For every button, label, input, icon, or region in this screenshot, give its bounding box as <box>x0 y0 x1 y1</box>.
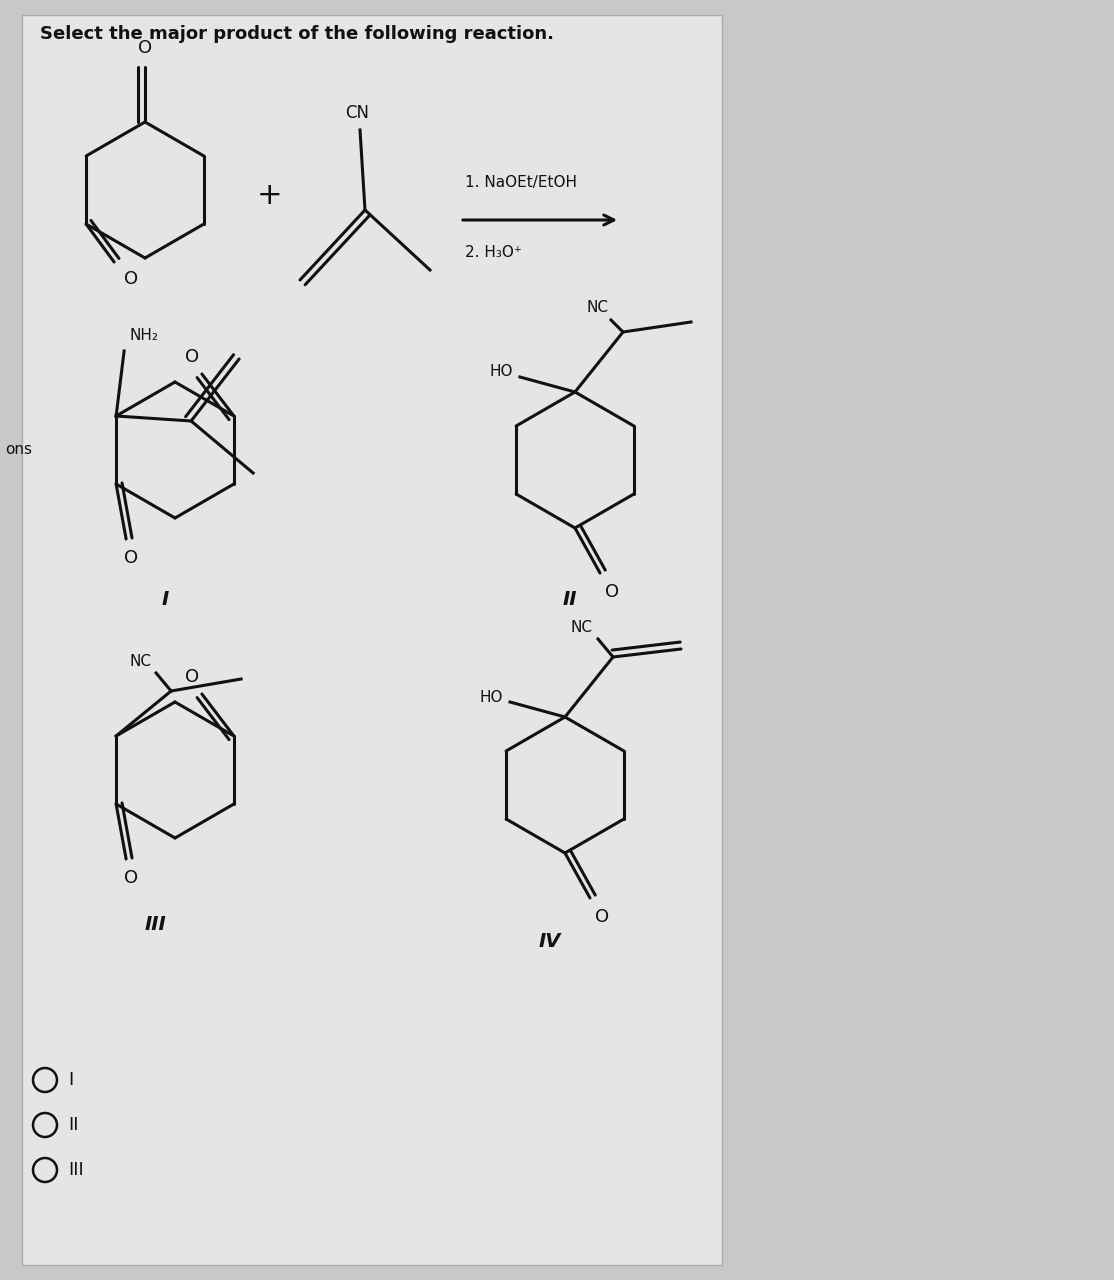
Text: O: O <box>124 869 138 887</box>
Text: O: O <box>595 908 609 925</box>
FancyBboxPatch shape <box>22 15 722 1265</box>
Text: NC: NC <box>129 654 152 669</box>
Text: HO: HO <box>479 690 504 704</box>
Text: O: O <box>124 549 138 567</box>
Text: Select the major product of the following reaction.: Select the major product of the followin… <box>40 26 554 44</box>
Text: O: O <box>185 668 199 686</box>
Text: ons: ons <box>4 443 32 457</box>
Text: NC: NC <box>571 620 593 635</box>
Text: 1. NaOEt/EtOH: 1. NaOEt/EtOH <box>465 175 577 189</box>
Text: I: I <box>68 1071 74 1089</box>
Text: O: O <box>605 582 619 602</box>
Text: IV: IV <box>539 932 561 951</box>
Text: O: O <box>138 38 153 58</box>
Text: II: II <box>68 1116 78 1134</box>
Text: O: O <box>124 270 138 288</box>
Text: CN: CN <box>345 104 369 122</box>
Text: NC: NC <box>586 300 608 315</box>
Text: II: II <box>563 590 577 609</box>
Text: +: + <box>257 180 283 210</box>
Text: O: O <box>185 348 199 366</box>
Text: HO: HO <box>489 365 514 379</box>
Text: I: I <box>162 590 168 609</box>
Text: III: III <box>144 915 166 934</box>
Text: III: III <box>68 1161 84 1179</box>
Text: NH₂: NH₂ <box>129 328 158 343</box>
Text: 2. H₃O⁺: 2. H₃O⁺ <box>465 244 521 260</box>
